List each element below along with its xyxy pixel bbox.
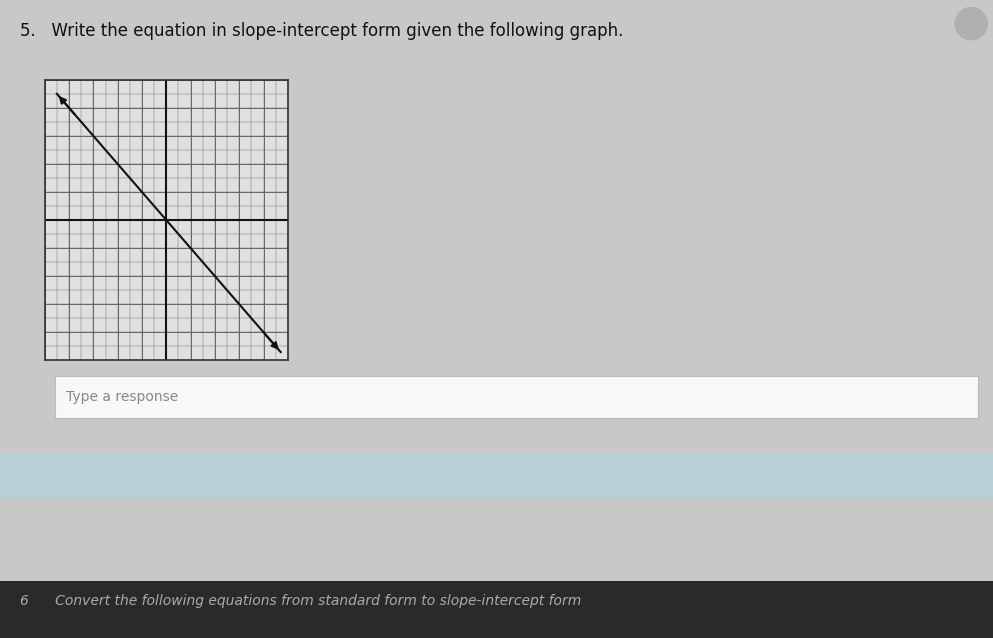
Text: Type a response: Type a response	[66, 390, 178, 404]
Text: 6      Convert the following equations from standard form to slope-intercept for: 6 Convert the following equations from s…	[20, 594, 581, 607]
Circle shape	[955, 8, 987, 40]
Text: 5.   Write the equation in slope-intercept form given the following graph.: 5. Write the equation in slope-intercept…	[20, 22, 624, 40]
